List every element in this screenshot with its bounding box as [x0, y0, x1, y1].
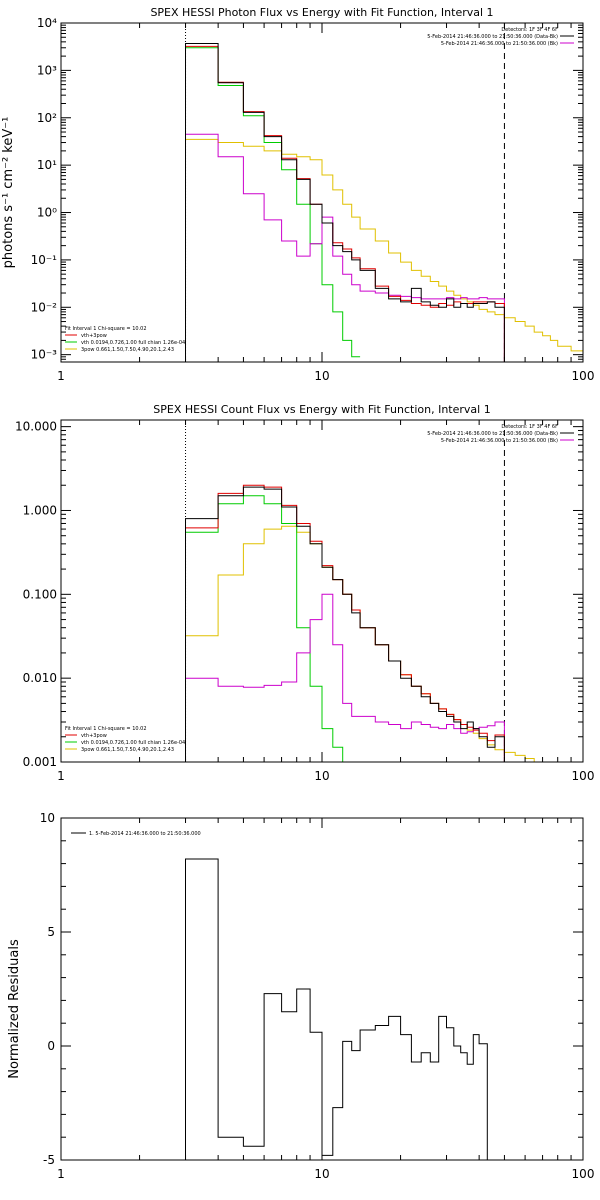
y-tick-label: 10¹: [37, 158, 57, 172]
x-tick-label: 1: [57, 1167, 65, 1181]
y-axis-label: photons s⁻¹ cm⁻² keV⁻¹: [1, 117, 16, 269]
legend-label: 3pow 0.661,1.50,7.50,4.90,20.1,2.43: [81, 747, 174, 753]
legend-label: Fit Interval 1 Chi-square = 10.02: [65, 326, 147, 332]
y-tick-label: 0.010: [23, 671, 57, 685]
legend-label: vth+3pow: [81, 333, 107, 339]
y-axis: 10⁻³ 10⁻² 10⁻¹ 10⁰ 10¹ 10² 10³ 10⁴: [31, 16, 583, 363]
series-thermal: [185, 495, 352, 762]
legend-label: Fit Interval 1 Chi-square = 10.02: [65, 726, 147, 732]
legend: 1. 5-Feb-2014 21:46:36.000 to 21:50:36.0…: [71, 831, 201, 837]
plot-area: [185, 23, 583, 362]
legend: Detectors: 1F 3F 4F 6F5-Feb-2014 21:46:3…: [65, 424, 574, 753]
detectors-label: Detectors: 1F 3F 4F 6F: [501, 27, 558, 33]
series-data: [185, 43, 505, 362]
chart-title: SPEX HESSI Count Flux vs Energy with Fit…: [153, 403, 490, 416]
legend-label: 5-Feb-2014 21:46:36.000 to 21:50:36.000 …: [441, 438, 558, 444]
y-tick-label: 0.100: [23, 587, 57, 601]
series-thermal: [185, 47, 361, 362]
detectors-label: Detectors: 1F 3F 4F 6F: [501, 424, 558, 430]
legend-label: 5-Feb-2014 21:46:36.000 to 21:50:36.000 …: [441, 41, 558, 47]
series-powerlaw: [185, 138, 583, 362]
chart-title: SPEX HESSI Photon Flux vs Energy with Fi…: [150, 6, 493, 19]
x-axis: 1 10 100: [57, 818, 594, 1181]
y-tick-label: 10³: [37, 63, 57, 77]
residuals-series: [185, 858, 505, 1160]
residuals-panel: 1 10 100 -5 0 5 10 Normalized Residuals 1. 5-Feb…: [7, 811, 594, 1181]
legend-label: 5-Feb-2014 21:46:36.000 to 21:50:36.000 …: [427, 34, 558, 40]
y-tick-label: 10⁴: [37, 16, 57, 30]
legend-label: 3pow 0.661,1.50,7.50,4.90,20.1,2.43: [81, 347, 174, 353]
series-background: [185, 133, 505, 362]
x-tick-label: 1: [57, 369, 65, 383]
series-total-fit: [185, 484, 505, 762]
y-axis: -5 0 5 10: [40, 811, 583, 1167]
legend-label: 1. 5-Feb-2014 21:46:36.000 to 21:50:36.0…: [89, 831, 201, 837]
legend: Detectors: 1F 3F 4F 6F5-Feb-2014 21:46:3…: [65, 27, 574, 353]
x-tick-label: 10: [314, 1167, 329, 1181]
x-axis: 1 10 100: [57, 23, 594, 383]
plot-area: [185, 858, 505, 1160]
y-tick-label: 10.000: [15, 420, 57, 434]
photon-flux-panel: SPEX HESSI Photon Flux vs Energy with Fi…: [1, 6, 594, 383]
y-tick-label: 0.001: [23, 755, 57, 769]
y-tick-label: 1.000: [23, 503, 57, 517]
y-tick-label: 10⁻¹: [31, 253, 58, 267]
x-tick-label: 10: [314, 369, 329, 383]
legend-label: vth 0.0194,0.726,1.00 full chian 1.26e-0…: [81, 740, 185, 746]
x-axis: 1 10 100: [57, 420, 594, 783]
y-tick-label: 10⁻³: [31, 348, 58, 362]
y-tick-label: 10: [40, 811, 55, 825]
legend-label: vth+3pow: [81, 733, 107, 739]
y-axis: 0.001 0.010 0.100 1.000 10.000: [15, 420, 583, 769]
y-tick-label: 0: [47, 1039, 55, 1053]
x-tick-label: 1: [57, 769, 65, 783]
series-background: [185, 593, 505, 762]
series-powerlaw: [185, 525, 543, 762]
x-tick-label: 100: [572, 1167, 595, 1181]
y-tick-label: 10⁰: [37, 206, 57, 220]
y-tick-label: -5: [43, 1153, 55, 1167]
x-tick-label: 10: [314, 769, 329, 783]
x-tick-label: 100: [572, 769, 595, 783]
y-tick-label: 10⁻²: [31, 300, 58, 314]
y-axis-label: Normalized Residuals: [7, 939, 22, 1079]
series-data: [185, 486, 505, 762]
y-tick-label: 10²: [37, 111, 57, 125]
x-tick-label: 100: [572, 369, 595, 383]
y-tick-label: 5: [47, 925, 55, 939]
legend-label: 5-Feb-2014 21:46:36.000 to 21:50:36.000 …: [427, 431, 558, 437]
plot-area: [185, 420, 543, 762]
count-flux-panel: SPEX HESSI Count Flux vs Energy with Fit…: [15, 403, 594, 783]
legend-label: vth 0.0194,0.726,1.00 full chian 1.26e-0…: [81, 340, 185, 346]
